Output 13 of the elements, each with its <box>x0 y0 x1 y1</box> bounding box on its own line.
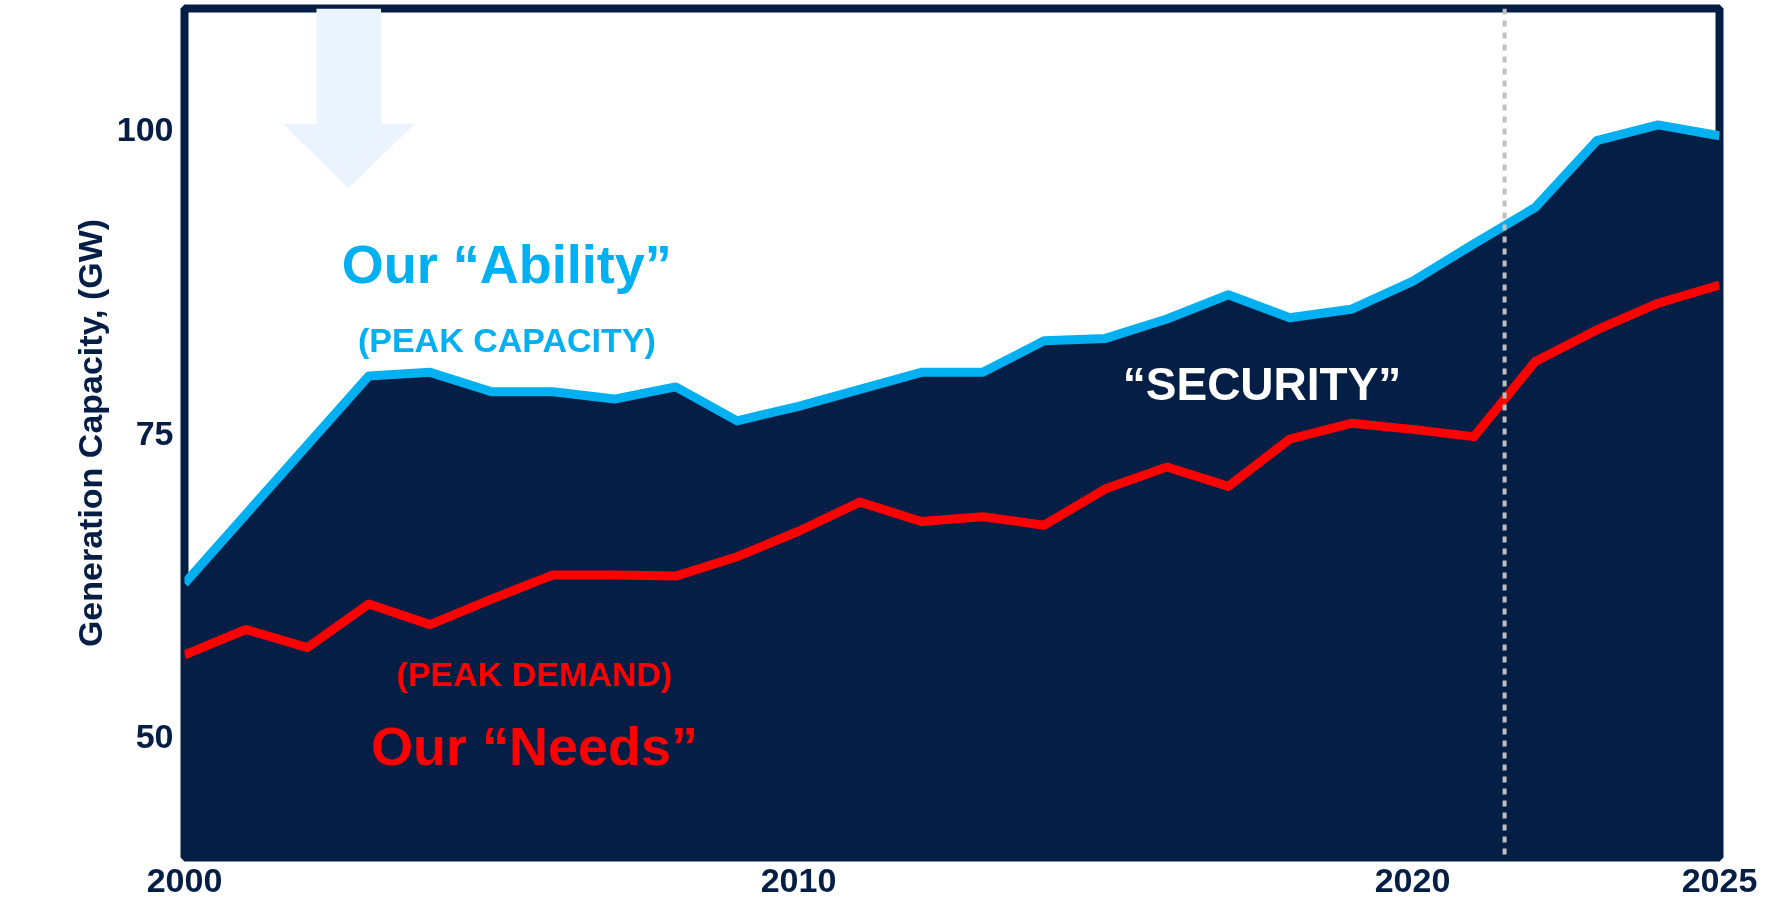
y-axis-title: Generation Capacity, (GW) <box>70 218 109 648</box>
annotation: (PEAK DEMAND) <box>396 655 673 694</box>
annotation: (PEAK CAPACITY) <box>357 320 656 359</box>
x-tick-label: 2000 <box>146 860 223 899</box>
y-tick-label: 100 <box>116 110 174 149</box>
y-tick-label: 50 <box>135 716 174 755</box>
x-tick-label: 2020 <box>1374 860 1451 899</box>
annotation: Our “Ability” <box>341 234 672 295</box>
x-tick-label: 2010 <box>760 860 837 899</box>
y-tick-label: 75 <box>135 413 174 452</box>
annotation: Our “Needs” <box>370 715 699 776</box>
x-tick-label: 2025 <box>1681 860 1758 899</box>
annotation: “SECURITY” <box>1122 358 1402 411</box>
